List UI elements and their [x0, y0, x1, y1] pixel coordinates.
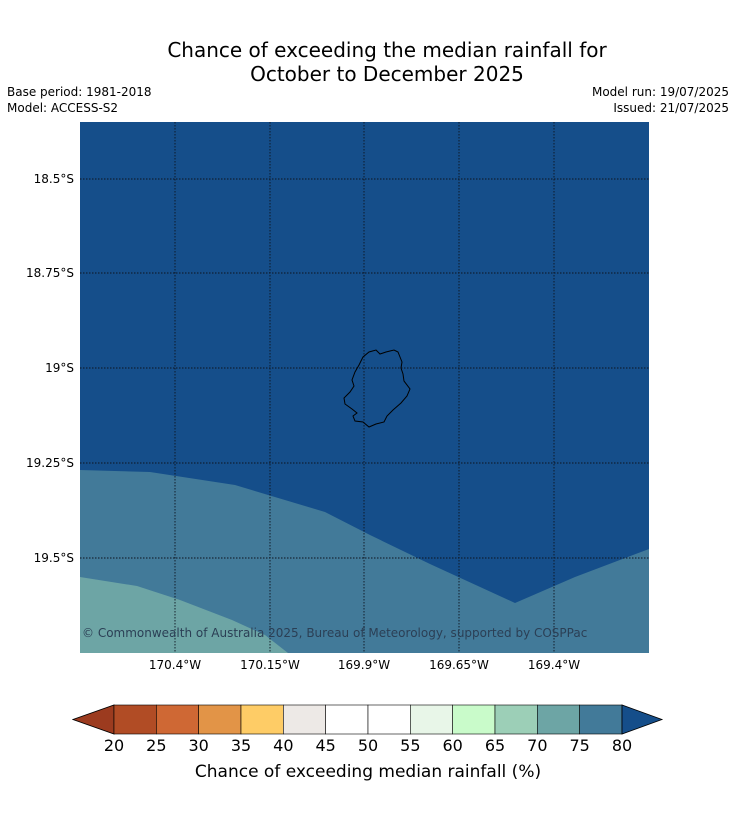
lon-label-170-15: 170.15°W	[240, 658, 300, 672]
lon-label-169-4: 169.4°W	[527, 658, 581, 672]
colorbar-title: Chance of exceeding median rainfall (%)	[194, 762, 542, 782]
lat-label-18-75: 18.75°S	[26, 266, 74, 280]
lat-label-18-5: 18.5°S	[33, 172, 74, 186]
colorbar-tick-label: 40	[273, 736, 294, 755]
colorbar-tick-label: 60	[442, 736, 463, 755]
colorbar-bins	[113, 704, 623, 735]
colorbar-tick-label: 55	[400, 736, 421, 755]
lon-label-170-4: 170.4°W	[148, 658, 202, 672]
colorbar	[72, 704, 664, 735]
colorbar-bin	[283, 704, 326, 735]
meta-right: Model run: 19/07/2025 Issued: 21/07/2025	[592, 84, 729, 116]
colorbar-tick-label: 70	[527, 736, 548, 755]
colorbar-bin	[452, 704, 496, 735]
colorbar-bin	[494, 704, 538, 735]
colorbar-tick-label: 30	[188, 736, 209, 755]
map-panel	[80, 122, 649, 653]
colorbar-tick-label: 65	[484, 736, 506, 755]
colorbar-tick-label: 50	[357, 736, 379, 755]
lat-label-19-5: 19.5°S	[33, 551, 74, 565]
copyright-notice: © Commonwealth of Australia 2025, Bureau…	[82, 626, 588, 640]
model-name: Model: ACCESS-S2	[7, 101, 119, 115]
meta-left: Base period: 1981-2018 Model: ACCESS-S2	[7, 84, 152, 116]
colorbar-tick-label: 20	[103, 736, 125, 755]
colorbar-bin	[410, 704, 453, 735]
island-coastline	[343, 349, 411, 428]
map-title-line-1: Chance of exceeding the median rainfall …	[167, 38, 607, 62]
region-70-75	[80, 577, 288, 653]
colorbar-tick-label: 25	[146, 736, 167, 755]
lon-label-169-9: 169.9°W	[337, 658, 391, 672]
colorbar-bin	[113, 704, 157, 735]
map-title: Chance of exceeding the median rainfall …	[0, 38, 736, 86]
colorbar-bin	[325, 704, 369, 735]
colorbar-bin	[240, 704, 284, 735]
lat-label-19-25: 19.25°S	[26, 456, 74, 470]
map-title-line-2: October to December 2025	[250, 62, 524, 86]
colorbar-bin	[198, 704, 242, 735]
colorbar-bin	[156, 704, 199, 735]
lon-label-169-65: 169.65°W	[429, 658, 489, 672]
colorbar-tick-label: 80	[611, 736, 633, 755]
colorbar-over-arrow	[621, 704, 664, 735]
colorbar-under-arrow	[72, 704, 115, 735]
issued-date: Issued: 21/07/2025	[613, 101, 729, 115]
graticule	[80, 122, 649, 653]
colorbar-bin	[367, 704, 411, 735]
model-run: Model run: 19/07/2025	[591, 85, 729, 99]
colorbar-tick-label: 75	[569, 736, 590, 755]
region-75-80	[80, 470, 649, 653]
colorbar-tick-label: 45	[315, 736, 336, 755]
lat-label-19: 19°S	[45, 361, 74, 375]
base-period: Base period: 1981-2018	[7, 85, 152, 99]
colorbar-bin	[579, 704, 623, 735]
colorbar-bin	[537, 704, 580, 735]
colorbar-tick-label: 35	[230, 736, 252, 755]
